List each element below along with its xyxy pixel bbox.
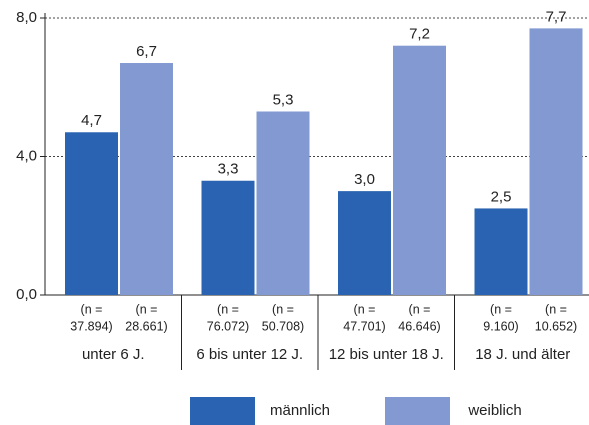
y-tick-label: 0,0 — [16, 286, 37, 303]
sample-size: (n = — [217, 302, 239, 316]
bar — [201, 180, 255, 295]
legend-swatch — [385, 397, 450, 425]
sample-size: 76.072) — [207, 319, 249, 333]
value-label: 3,3 — [218, 161, 239, 178]
x-tick-label: unter 6 J. — [82, 346, 145, 363]
sample-size: (n = — [81, 302, 103, 316]
value-label: 3,0 — [354, 171, 375, 188]
sample-size: (n = — [545, 302, 567, 316]
x-tick-label: 18 J. und älter — [475, 346, 570, 363]
value-label: 6,7 — [136, 43, 157, 60]
value-label: 7,2 — [409, 26, 430, 43]
bar — [474, 208, 528, 295]
sample-size: (n = — [409, 302, 431, 316]
legend-label: weiblich — [467, 402, 521, 419]
bar — [65, 132, 118, 295]
legend-label: männlich — [270, 402, 330, 419]
bar — [393, 45, 446, 296]
bar — [120, 63, 173, 296]
sample-size: 28.661) — [125, 319, 167, 333]
sample-size: 46.646) — [398, 319, 440, 333]
bar — [338, 191, 391, 295]
sample-size: 37.894) — [70, 319, 112, 333]
sample-size: (n = — [490, 302, 512, 316]
sample-size: (n = — [354, 302, 376, 316]
bar — [529, 28, 583, 295]
y-tick-label: 4,0 — [16, 147, 37, 164]
sample-size: 47.701) — [343, 319, 385, 333]
x-tick-label: 6 bis unter 12 J. — [196, 346, 303, 363]
sample-size: 10.652) — [535, 319, 577, 333]
value-label: 4,7 — [81, 112, 102, 129]
value-label: 7,7 — [546, 8, 567, 25]
y-tick-label: 8,0 — [16, 9, 37, 26]
value-label: 5,3 — [273, 91, 294, 108]
sample-size: (n = — [272, 302, 294, 316]
sample-size: (n = — [136, 302, 158, 316]
bar — [256, 111, 310, 295]
value-label: 2,5 — [491, 188, 512, 205]
legend-swatch — [190, 397, 255, 425]
x-tick-label: 12 bis unter 18 J. — [329, 346, 444, 363]
sample-size: 50.708) — [262, 319, 304, 333]
sample-size: 9.160) — [483, 319, 518, 333]
